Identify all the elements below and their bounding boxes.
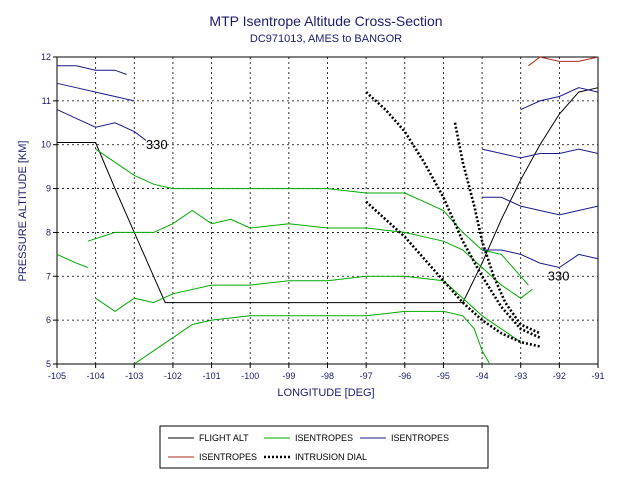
legend-label: ISENTROPES [391,433,449,443]
series-line [56,253,89,268]
x-tick-label: -95 [437,371,450,381]
series-line [482,249,599,269]
legend-box [159,425,489,469]
x-tick-label: -98 [321,371,334,381]
y-tick-label: 8 [46,227,51,237]
x-tick-label: -101 [203,371,221,381]
annotations: 330 330 [146,137,570,284]
series-line [134,310,491,365]
series-line [95,148,529,286]
series-line [95,275,521,343]
y-axis-label: PRESSURE ALTITUDE [KM] [17,141,29,282]
grid [57,57,598,364]
x-axis-label: LONGITUDE [DEG] [277,387,374,399]
series-5 [365,91,541,348]
series-line [482,196,599,216]
series-2 [56,148,533,365]
legend-label: FLIGHT ALT [199,433,249,443]
y-tick-label: 11 [42,96,51,106]
series-line [365,200,541,348]
x-tick-label: -102 [164,371,182,381]
series-4 [528,56,599,67]
x-tick-label: -91 [591,371,604,381]
x-tick-label: -100 [241,371,259,381]
y-tick-label: 10 [41,140,51,150]
y-tick-label: 6 [46,315,51,325]
y-tick-label: 12 [41,52,51,62]
y-ticks: 5 6 7 8 9 10 11 12 [41,52,57,369]
series-line [520,87,599,111]
isentrope-label: 330 [548,269,570,284]
x-tick-label: -93 [514,371,527,381]
series-line [57,65,127,75]
series-line [481,148,599,159]
chart-subtitle: DC971013, AMES to BANGOR [250,33,402,45]
series-line [453,122,541,335]
series-3 [56,65,599,269]
x-tick-label: -94 [476,371,489,381]
series-1 [57,87,599,304]
legend-label: INTRUSION DIAL [295,452,367,462]
series-line [365,91,541,339]
series-line [57,87,599,304]
series-layer [56,56,599,365]
x-tick-label: -99 [282,371,295,381]
x-tick-label: -103 [125,371,143,381]
chart-title: MTP Isentrope Altitude Cross-Section [209,13,442,29]
x-ticks: -105 -104 -103 -102 -101 -100 -99 -98 -97 -96 -95 -… [48,364,605,381]
x-tick-label: -97 [360,371,373,381]
y-tick-label: 7 [46,271,51,281]
legend-label: ISENTROPES [199,452,257,462]
x-tick-label: -96 [398,371,411,381]
y-tick-label: 9 [46,184,51,194]
series-line [87,209,533,299]
series-line [528,56,599,67]
legend: FLIGHT ALT ISENTROPES ISENTROPES ISENTROPES… [159,425,489,469]
x-tick-label: -104 [87,371,105,381]
y-tick-label: 5 [46,359,51,369]
legend-label: ISENTROPES [295,433,353,443]
series-line [56,109,147,141]
series-line [56,82,135,102]
x-tick-label: -105 [48,371,66,381]
x-tick-label: -92 [553,371,566,381]
isentrope-label: 330 [146,137,168,152]
